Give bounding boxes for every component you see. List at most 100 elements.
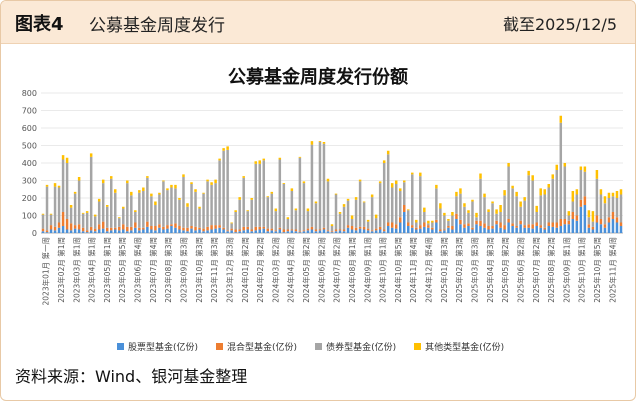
bar-segment-other [186,203,189,207]
bar-segment-stock [374,230,378,233]
x-tick-label: 2025年03月 第3周 [470,237,480,303]
x-tick-label: 2025年07月 第2周 [531,237,541,303]
bar-segment-stock [479,226,482,233]
x-tick-label: 2024年11月 第4周 [408,237,418,303]
legend-swatch-other [414,342,422,350]
bar-segment-stock [298,232,302,233]
bar-segment-stock [238,231,241,233]
legend-item-other: 其他类型基金(亿份) [414,339,504,353]
bar-segment-bond [218,160,221,226]
bar-segment-other [226,146,229,150]
bar-segment-bond [591,221,595,227]
bar-segment-bond [579,170,583,200]
bar-segment-bond [519,206,522,221]
bar-segment-stock [206,230,209,233]
bar-segment-mixed [475,220,478,225]
bar-segment-bond [599,194,603,219]
bar-segment-stock [109,230,113,233]
bar-segment-other [394,180,398,184]
bar-segment-other [374,214,378,219]
bar-segment-stock [427,227,430,233]
bar-segment-stock [431,229,434,233]
bar-segment-other [407,209,410,211]
bar-segment-stock [611,219,615,233]
bar-segment-bond [250,199,253,230]
bar-segment-mixed [595,215,599,223]
bar-segment-mixed [246,226,249,230]
bar-segment-other [258,160,261,164]
bar-segment-mixed [342,229,346,232]
header-bar: 图表4 公募基金周度发行 截至2025/12/5 [1,1,635,44]
bar-segment-bond [150,196,153,226]
bar-segment-other [322,142,326,144]
bar-segment-mixed [443,229,446,231]
bar-segment-bond [431,222,434,228]
bar-segment-mixed [555,222,559,228]
bar-segment-other [619,189,623,195]
x-tick-label: 2023年08月 第3周 [163,237,173,303]
bar-segment-mixed [81,227,85,232]
bar-segment-mixed [202,228,205,232]
bar-segment-mixed [198,227,201,230]
bar-segment-bond [338,213,342,230]
legend-label-bond: 债券型基金(亿份) [326,342,397,353]
bar-segment-stock [423,226,426,233]
x-tick-label: 2023年12月 第3周 [224,237,234,303]
bar-segment-mixed [162,226,165,230]
y-tick-label: 200 [22,194,37,203]
bar-segment-mixed [499,222,502,228]
bar-segment-mixed [262,226,266,229]
bar-segment-stock [226,231,229,233]
bar-segment-stock [274,231,278,233]
bar-segment-other [539,188,542,196]
bar-segment-stock [463,227,466,233]
bar-segment-stock [65,229,69,233]
bar-segment-other [567,211,571,216]
bar-segment-other [234,210,237,212]
bar-segment-bond [258,163,261,227]
bar-segment-other [238,197,241,200]
bar-segment-other [419,172,422,177]
bar-segment-mixed [302,230,306,232]
bar-segment-other [298,156,302,158]
bar-segment-stock [551,226,555,233]
bar-segment-mixed [61,212,65,226]
x-tick-label: 2024年03月 第2周 [270,237,280,303]
bar-segment-other [326,178,330,182]
bar-segment-stock [294,231,298,233]
bar-segment-stock [366,230,370,233]
bar-segment-mixed [507,219,510,223]
bar-segment-stock [186,231,189,233]
bar-segment-stock [527,227,530,233]
bar-segment-mixed [515,226,518,228]
bar-segment-mixed [85,230,89,233]
x-tick-label: 2025年04月 第3周 [485,237,495,303]
bar-segment-other [535,205,538,212]
bar-segment-mixed [166,225,169,229]
bar-segment-stock [170,226,173,233]
bar-segment-bond [563,166,567,219]
x-tick-label: 2024年07月 第2周 [332,237,342,303]
source-note: 资料来源：Wind、银河基金整理 [15,367,248,386]
bar-segment-other [166,188,169,191]
bar-segment-stock [138,230,141,233]
bar-segment-stock [53,230,57,233]
bar-segment-other [451,212,454,216]
bar-segment-mixed [290,229,294,231]
bar-segment-stock [555,227,559,233]
bar-segment-mixed [519,220,522,225]
bar-segment-other [306,208,310,212]
bar-segment-mixed [154,226,157,231]
x-tick-label: 2024年01月 第2周 [240,237,250,303]
bar-segment-stock [455,219,458,233]
bar-segment-stock [487,229,490,233]
x-tick-label: 2025年11月 第4周 [607,237,617,303]
bar-segment-other [250,198,253,200]
bar-segment-stock [511,226,514,233]
bar-segment-other [170,184,173,188]
bar-segment-stock [306,230,310,233]
bar-segment-other [403,180,406,183]
bar-segment-other [587,210,591,218]
bar-segment-mixed [266,228,270,232]
